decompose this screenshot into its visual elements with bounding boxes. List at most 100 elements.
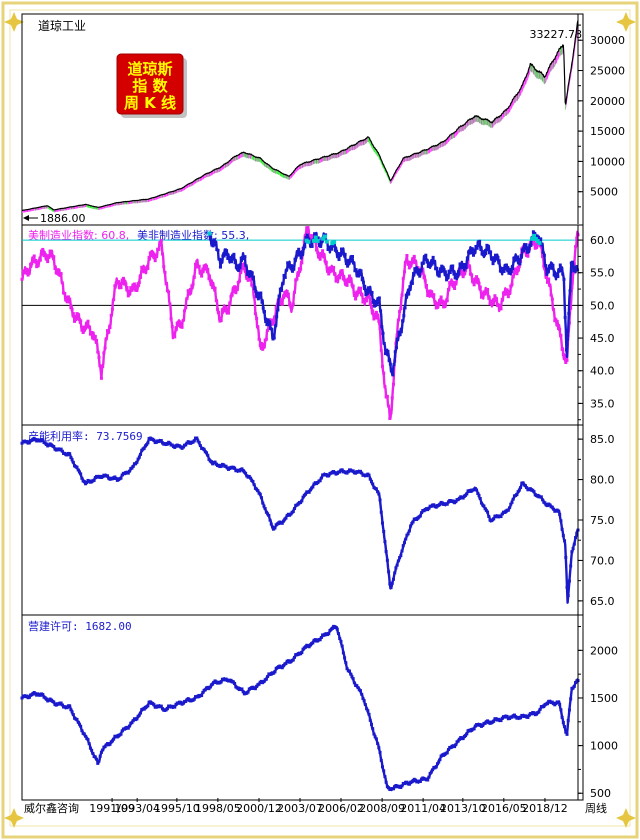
data-point: [419, 269, 423, 273]
data-point: [167, 290, 171, 294]
data-point: [87, 742, 91, 746]
djia-ribbon-segment: [156, 196, 158, 200]
data-point: [240, 262, 244, 266]
data-point: [65, 706, 69, 710]
djia-ribbon-segment: [439, 142, 441, 149]
data-point: [82, 479, 86, 483]
x-tick-label: 1995/10: [154, 802, 200, 815]
djia-ribbon-segment: [248, 153, 250, 159]
data-point: [68, 452, 72, 456]
data-point: [291, 269, 295, 273]
data-point: [180, 325, 184, 329]
data-point: [442, 268, 446, 272]
data-point: [69, 708, 73, 712]
data-point: [245, 276, 249, 280]
data-point: [183, 309, 187, 313]
data-point: [243, 255, 247, 259]
data-point: [558, 702, 562, 706]
djia-ribbon-segment: [463, 125, 464, 132]
data-point: [150, 254, 154, 258]
data-point: [299, 256, 303, 260]
data-point: [279, 299, 283, 303]
data-point: [261, 347, 265, 351]
data-point: [569, 564, 573, 568]
data-point: [172, 333, 176, 337]
data-point: [232, 252, 236, 256]
data-point: [192, 697, 196, 701]
data-point: [432, 293, 436, 297]
data-point: [213, 286, 217, 290]
data-point: [551, 263, 555, 267]
data-point: [429, 770, 433, 774]
djia-ribbon-segment: [342, 150, 343, 155]
djia-ribbon-segment: [496, 117, 497, 124]
data-point: [372, 317, 376, 321]
djia-ribbon-segment: [306, 161, 307, 167]
data-point: [404, 537, 408, 541]
data-point: [220, 258, 224, 262]
djia-ribbon-segment: [139, 199, 141, 203]
data-point: [381, 331, 385, 335]
data-point: [431, 255, 435, 259]
data-point: [431, 768, 435, 772]
djia-ribbon-segment: [415, 153, 417, 158]
djia-ribbon-segment: [219, 167, 220, 173]
data-point: [567, 579, 571, 583]
djia-ribbon-segment: [483, 118, 485, 126]
djia-ribbon-segment: [301, 163, 303, 169]
data-point: [262, 309, 266, 313]
djia-ribbon-segment: [490, 121, 492, 128]
data-point: [354, 297, 358, 301]
djia-ribbon-segment: [98, 207, 99, 210]
djia-ribbon-segment: [39, 207, 41, 210]
djia-ribbon-segment: [446, 139, 448, 145]
data-point: [295, 253, 299, 257]
data-point: [185, 441, 189, 445]
data-point: [473, 249, 477, 253]
djia-ribbon-segment: [206, 173, 208, 178]
djia-ribbon-segment: [431, 146, 433, 152]
data-point: [383, 775, 387, 779]
data-point: [277, 522, 281, 526]
data-point: [497, 303, 501, 307]
data-point: [173, 445, 177, 449]
djia-ribbon-segment: [535, 69, 537, 79]
djia-ribbon-segment: [453, 132, 454, 139]
djia-ribbon-segment: [271, 168, 273, 172]
data-point: [219, 464, 223, 468]
djia-ribbon-segment: [358, 141, 360, 147]
data-point: [264, 320, 268, 324]
data-point: [310, 234, 314, 238]
data-point: [168, 441, 172, 445]
data-point: [436, 270, 440, 274]
data-point: [526, 715, 530, 719]
djia-ribbon-segment: [271, 167, 272, 172]
data-point: [302, 246, 306, 250]
djia-ribbon-segment: [61, 208, 62, 211]
data-point: [228, 301, 232, 305]
djia-ribbon-segment: [361, 140, 363, 146]
djia-ribbon-segment: [136, 200, 138, 204]
data-point: [477, 494, 481, 498]
data-point: [305, 233, 309, 237]
data-point: [282, 294, 286, 298]
data-point: [517, 264, 521, 268]
data-point: [280, 666, 284, 670]
above-60-marker: [530, 236, 535, 241]
djia-ribbon-segment: [348, 147, 349, 153]
data-point: [93, 755, 97, 759]
djia-ribbon-segment: [442, 141, 443, 147]
data-point: [481, 295, 485, 299]
djia-ribbon-segment: [243, 152, 245, 158]
data-point: [308, 488, 312, 492]
data-point: [106, 474, 110, 478]
djia-ribbon-segment: [43, 206, 44, 209]
djia-ribbon-segment: [77, 205, 79, 209]
data-point: [514, 258, 518, 262]
djia-ribbon-segment: [538, 71, 539, 80]
data-point: [553, 274, 557, 278]
data-point: [251, 480, 255, 484]
djia-ribbon-segment: [166, 193, 168, 197]
data-point: [445, 299, 449, 303]
data-point: [563, 725, 567, 729]
